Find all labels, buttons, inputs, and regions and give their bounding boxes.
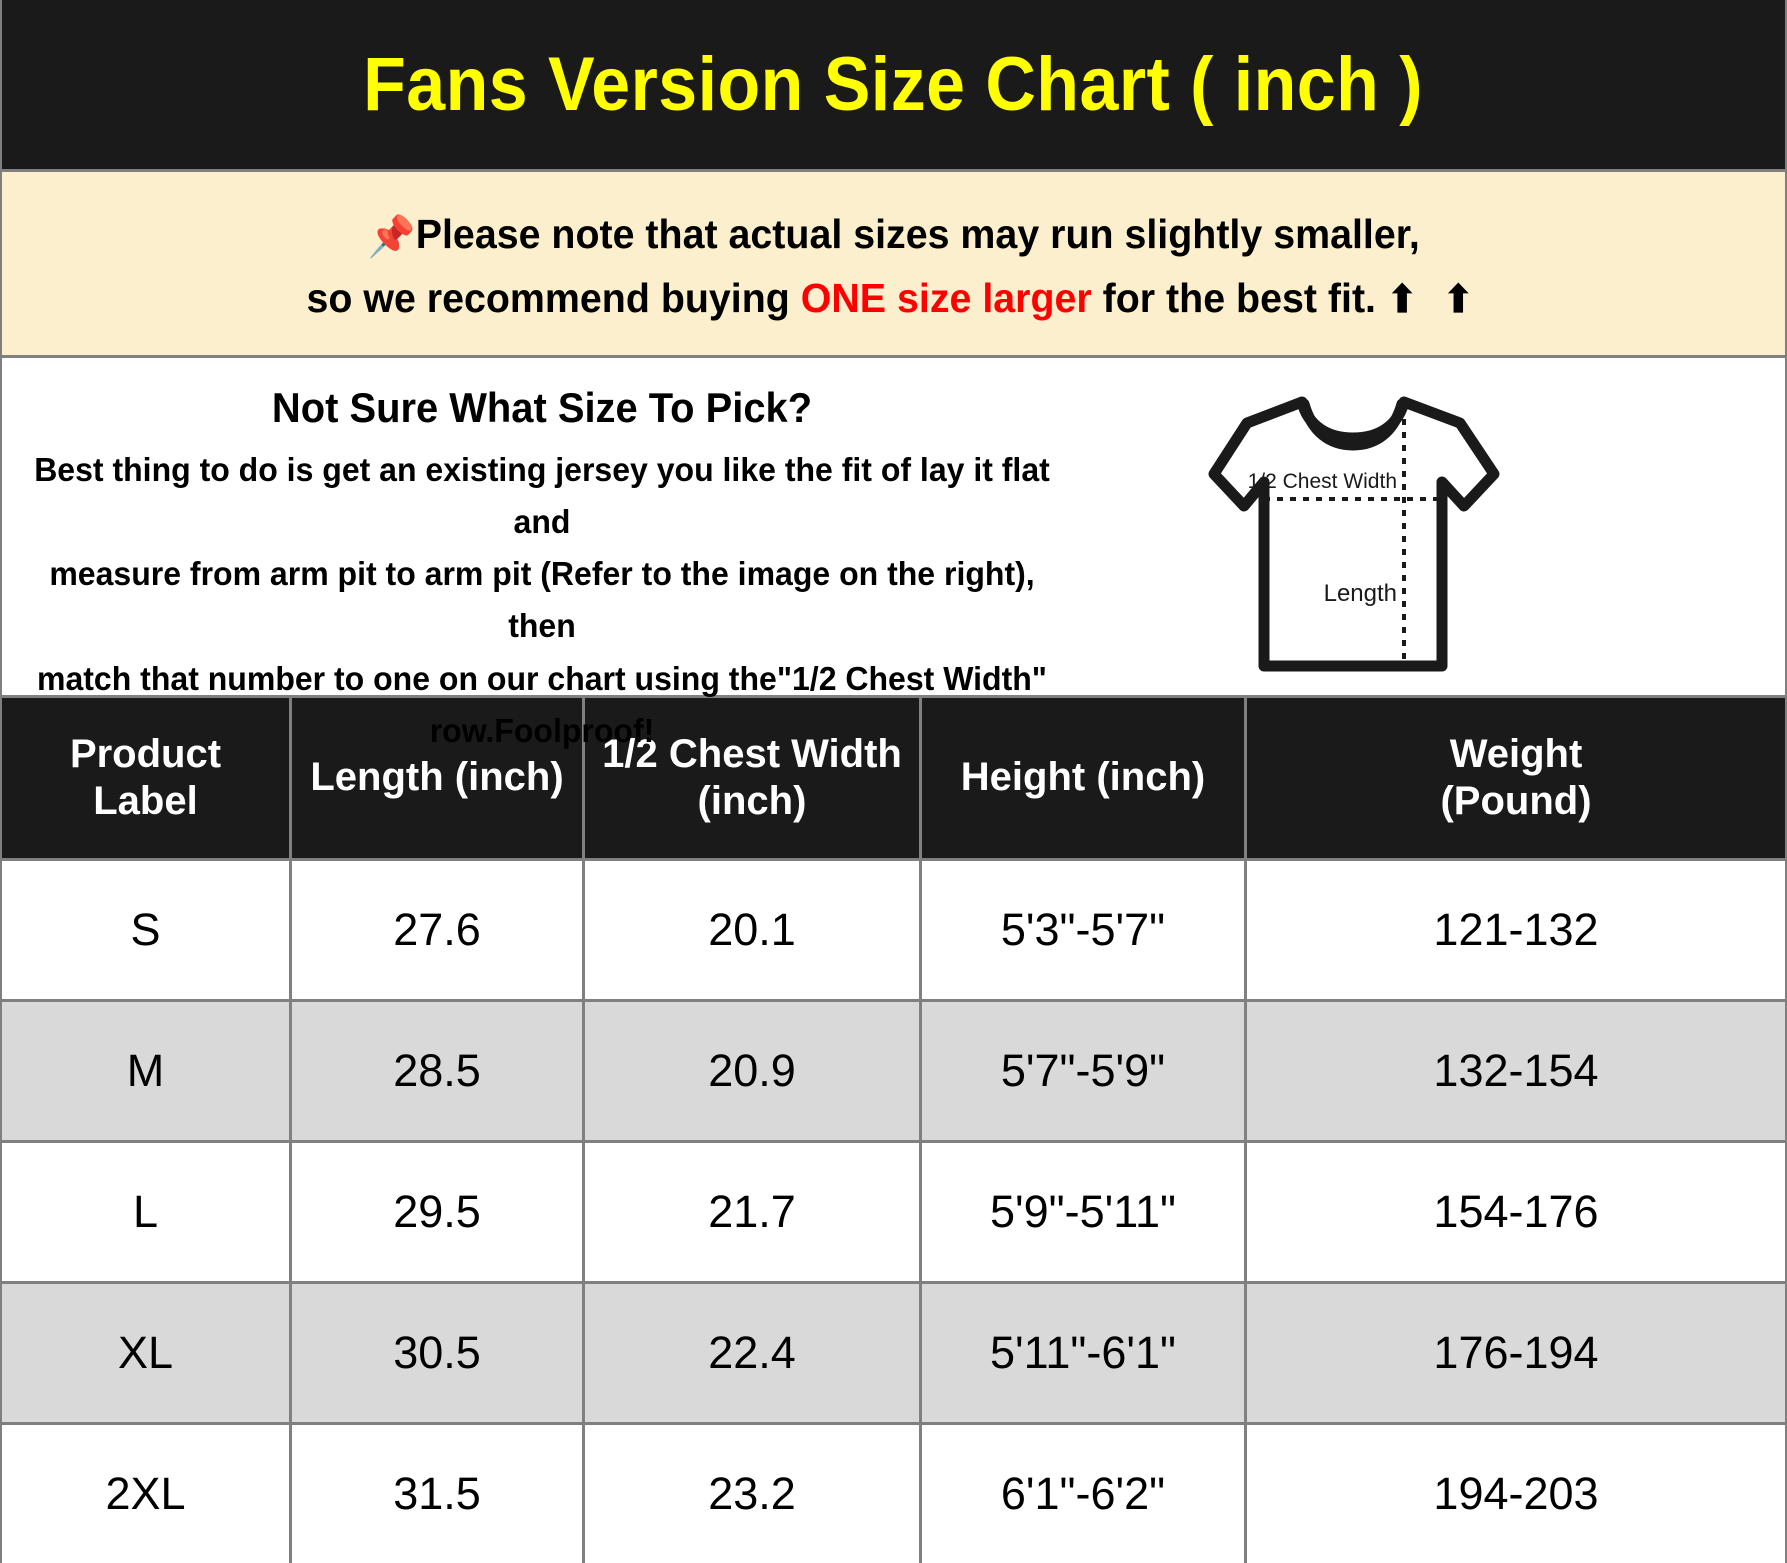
help-body-line-2: measure from arm pit to arm pit (Refer t… — [49, 555, 1035, 645]
cell-length: 28.5 — [292, 1002, 585, 1140]
cell-weight: 121-132 — [1433, 904, 1599, 955]
cell-half-chest-width: 23.2 — [585, 1425, 922, 1563]
table-row: M 28.5 20.9 5'7"-5'9" 132-154 — [2, 1002, 1785, 1143]
cell-half-chest-width: 22.4 — [585, 1284, 922, 1422]
title-banner: Fans Version Size Chart ( inch ) — [2, 0, 1785, 172]
table-row: S 27.6 20.1 5'3"-5'7" 121-132 — [2, 861, 1785, 1002]
header-half-chest-width: 1/2 Chest Width (inch) — [585, 698, 922, 858]
cell-weight: 194-203 — [1433, 1468, 1599, 1519]
help-body-line-1: Best thing to do is get an existing jers… — [34, 451, 1050, 541]
cell-weight: 132-154 — [1433, 1045, 1599, 1096]
table-row: XL 30.5 22.4 5'11"-6'1" 176-194 — [2, 1284, 1785, 1425]
help-heading: Not Sure What Size To Pick? — [271, 384, 813, 431]
cell-length: 27.6 — [292, 861, 585, 999]
header-length: Length (inch) — [292, 698, 585, 858]
help-section: Not Sure What Size To Pick? Best thing t… — [2, 358, 1785, 749]
note-band: 📌Please note that actual sizes may run s… — [2, 172, 1785, 358]
note-line-2-prefix: so we recommend buying — [306, 274, 801, 321]
cell-length: 29.5 — [292, 1143, 585, 1281]
cell-length: 31.5 — [292, 1425, 585, 1563]
help-body-line-3: match that number to one on our chart us… — [37, 659, 1047, 697]
cell-height: 5'9"-5'11" — [922, 1143, 1247, 1281]
table-header-row: Product Label Length (inch) 1/2 Chest Wi… — [2, 698, 1785, 861]
up-arrow-icon: ⬆ ⬆ — [1386, 278, 1481, 321]
cell-height: 5'7"-5'9" — [922, 1002, 1247, 1140]
cell-half-chest-width: 20.1 — [585, 861, 922, 999]
help-body-line-4: row.Foolproof! — [429, 711, 655, 749]
header-product-label: Product Label — [2, 698, 292, 858]
size-table: Product Label Length (inch) 1/2 Chest Wi… — [2, 698, 1785, 1563]
table-row: 2XL 31.5 23.2 6'1"-6'2" 194-203 — [2, 1425, 1785, 1563]
chest-width-label: 1/2 Chest Width — [1248, 470, 1397, 493]
cell-product-label: L — [2, 1143, 292, 1281]
note-line-2-suffix: for the best fit. — [1091, 274, 1387, 321]
cell-product-label: S — [2, 861, 292, 999]
cell-product-label: 2XL — [2, 1425, 292, 1563]
header-height: Height (inch) — [922, 698, 1247, 858]
cell-weight: 154-176 — [1433, 1186, 1599, 1237]
cell-product-label: M — [2, 1002, 292, 1140]
header-weight: Weight (Pound) — [1440, 731, 1592, 823]
page-title: Fans Version Size Chart ( inch ) — [363, 42, 1424, 127]
cell-product-label: XL — [2, 1284, 292, 1422]
cell-half-chest-width: 20.9 — [585, 1002, 922, 1140]
help-text-column: Not Sure What Size To Pick? Best thing t… — [2, 358, 1082, 757]
cell-weight: 176-194 — [1433, 1327, 1599, 1378]
tshirt-svg: 1/2 Chest Width Length — [1208, 396, 1500, 672]
note-line-2: so we recommend buying ONE size larger f… — [306, 267, 1481, 331]
note-highlight: ONE size larger — [800, 274, 1092, 321]
tshirt-measurement-icon: 1/2 Chest Width Length — [1152, 366, 1622, 696]
cell-half-chest-width: 21.7 — [585, 1143, 922, 1281]
note-line-1: 📌Please note that actual sizes may run s… — [368, 203, 1420, 267]
table-row: L 29.5 21.7 5'9"-5'11" 154-176 — [2, 1143, 1785, 1284]
length-label: Length — [1324, 580, 1397, 607]
cell-length: 30.5 — [292, 1284, 585, 1422]
cell-height: 6'1"-6'2" — [922, 1425, 1247, 1563]
cell-height: 5'11"-6'1" — [922, 1284, 1247, 1422]
note-line-1-text: Please note that actual sizes may run sl… — [415, 210, 1420, 257]
pushpin-icon: 📌 — [367, 214, 416, 259]
cell-height: 5'3"-5'7" — [922, 861, 1247, 999]
